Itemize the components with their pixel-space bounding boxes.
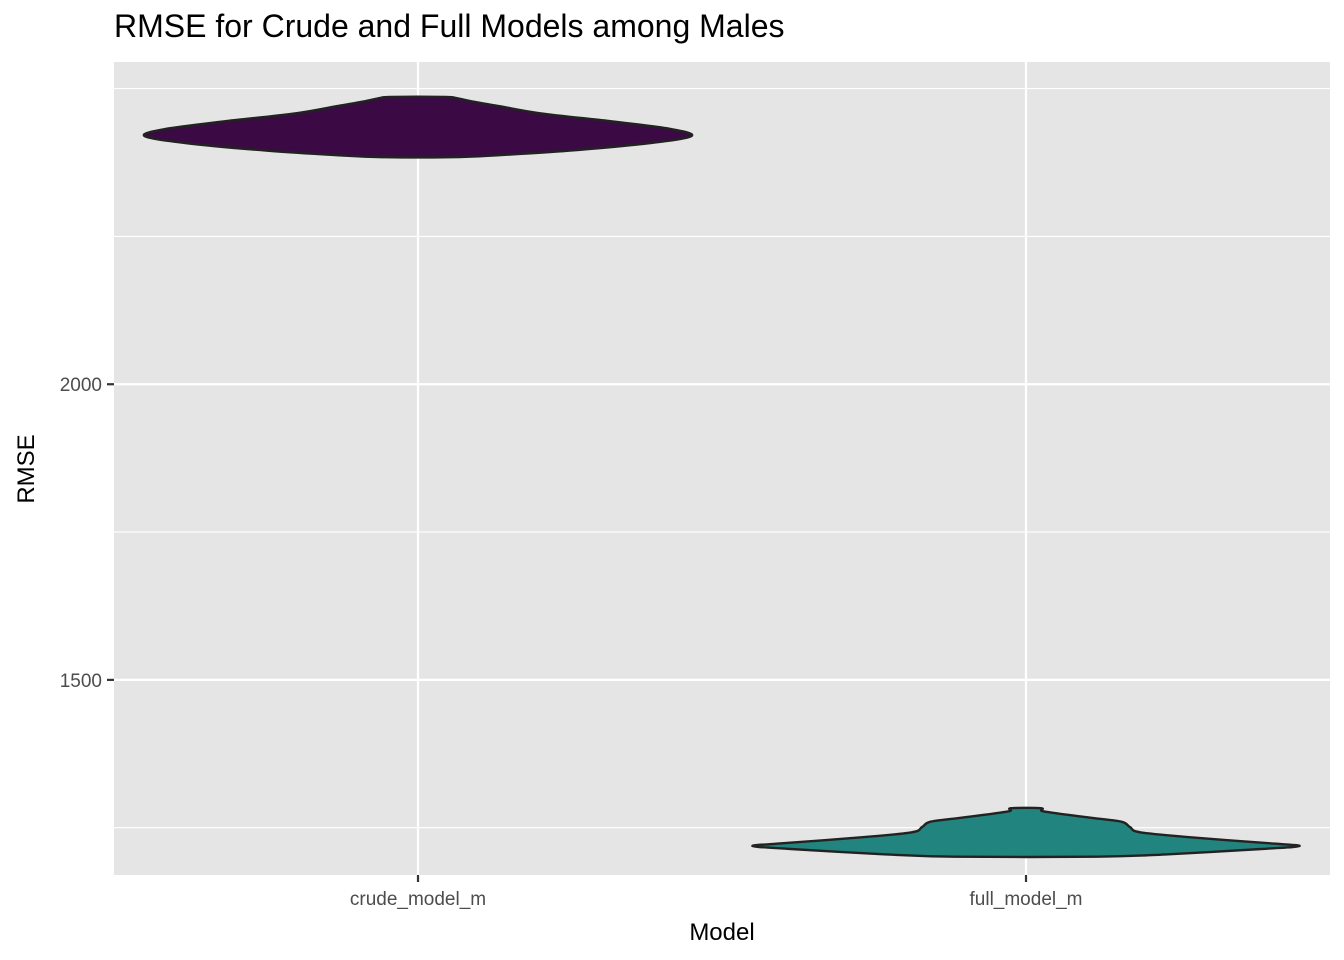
plot-panel bbox=[114, 62, 1330, 875]
y-tick-label: 2000 bbox=[60, 375, 102, 396]
x-axis-title: Model bbox=[689, 919, 754, 946]
x-axis: crude_model_m full_model_m bbox=[350, 875, 1083, 910]
x-tick-label: full_model_m bbox=[970, 889, 1083, 910]
violins bbox=[142, 95, 1301, 859]
y-tick-label: 1500 bbox=[60, 671, 102, 692]
x-tick-label: crude_model_m bbox=[350, 889, 486, 910]
chart-title: RMSE for Crude and Full Models among Mal… bbox=[114, 8, 785, 44]
grid-major bbox=[114, 62, 1330, 875]
violin-crude-model-m bbox=[142, 95, 694, 159]
y-axis: 1500 2000 bbox=[60, 375, 114, 692]
y-axis-title: RMSE bbox=[13, 434, 40, 503]
violin-full-model-m bbox=[751, 806, 1301, 859]
